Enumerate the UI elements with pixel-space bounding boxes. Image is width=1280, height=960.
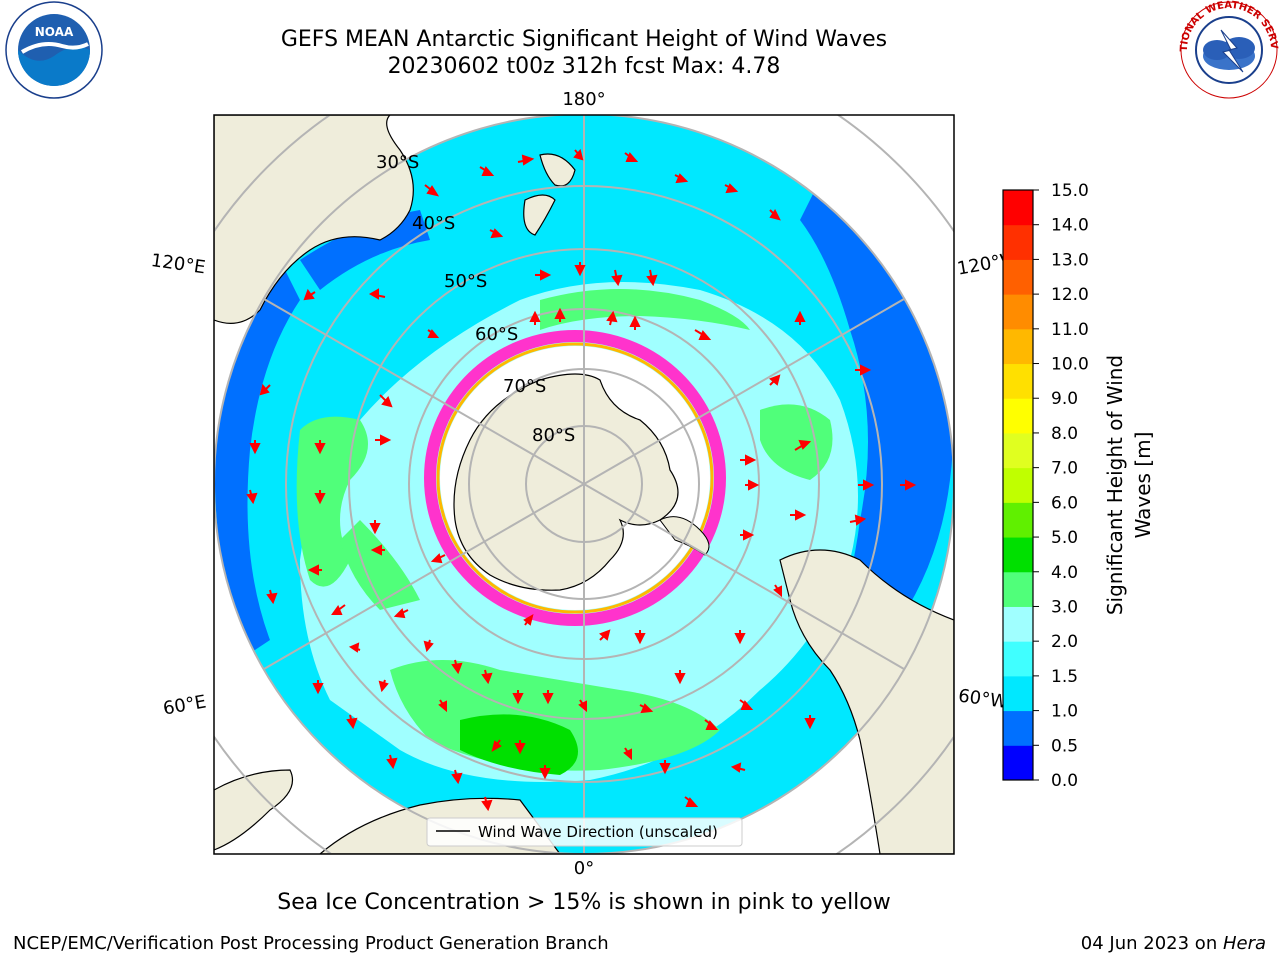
sea-ice-edge-inner <box>436 342 714 614</box>
colorbar-label-line1: Significant Height of Wind <box>1103 355 1127 615</box>
colorbar-segment <box>1003 259 1033 295</box>
colorbar-segment <box>1003 606 1033 642</box>
colorbar-segment <box>1003 571 1033 607</box>
wave-field-high-north <box>540 289 750 330</box>
colorbar-tick-label: 2.0 <box>1051 632 1078 652</box>
land-new-zealand-south <box>523 194 556 236</box>
wave-field-high-sw <box>340 520 420 610</box>
colorbar-segment <box>1003 502 1033 538</box>
colorbar-segment <box>1003 328 1033 365</box>
land-madagascar <box>214 769 294 851</box>
colorbar-tick-label: 3.0 <box>1051 597 1078 617</box>
colorbar-segment <box>1003 537 1033 573</box>
lon-label-120e: 120°E <box>150 250 207 278</box>
colorbar-tick-label: 1.5 <box>1051 667 1078 687</box>
colorbar-label-line2: Waves [m] <box>1131 432 1155 539</box>
lat-label-70s: 70°S <box>503 376 546 397</box>
map-title: GEFS MEAN Antarctic Significant Height o… <box>280 27 888 52</box>
map-frame <box>213 114 955 855</box>
sea-ice-note: Sea Ice Concentration > 15% is shown in … <box>277 890 891 915</box>
map-subtitle: 20230602 t00z 312h fcst Max: 4.78 <box>387 54 781 79</box>
colorbar-segment <box>1003 641 1033 677</box>
lat-label-60s: 60°S <box>475 324 518 345</box>
lat-label-30s: 30°S <box>376 152 419 173</box>
colorbar-tick-label: 6.0 <box>1051 493 1078 513</box>
footer-date-text: 04 Jun 2023 on <box>1080 933 1223 954</box>
sea-ice-edge <box>424 330 726 626</box>
colorbar-tick-label: 14.0 <box>1051 216 1089 236</box>
colorbar-tick-label: 1.0 <box>1051 702 1078 722</box>
lat-label-50s: 50°S <box>444 271 487 292</box>
land-antarctica <box>453 373 679 591</box>
footer-date: 04 Jun 2023 on Hera <box>1081 933 1266 954</box>
lat-label-40s: 40°S <box>412 213 455 234</box>
colorbar-segment <box>1003 294 1033 330</box>
colorbar-segment <box>1003 432 1033 469</box>
colorbar-segment <box>1003 190 1033 226</box>
colorbar-segment <box>1003 710 1033 746</box>
colorbar: 0.0 0.5 1.0 1.5 2.0 3.0 4.0 5.0 6.0 7.0 8.0 9.0 10.0… <box>1002 181 1089 791</box>
lon-label-0: 0° <box>574 858 594 879</box>
colorbar-segment <box>1003 675 1033 712</box>
colorbar-segment <box>1003 224 1033 260</box>
nws-logo: NATIONAL WEATHER SERVICE <box>1177 0 1279 99</box>
colorbar-tick-label: 10.0 <box>1051 355 1089 375</box>
colorbar-tick-label: 8.0 <box>1051 424 1078 444</box>
colorbar-tick-label: 4.0 <box>1051 563 1078 583</box>
colorbar-segment <box>1003 363 1033 399</box>
lon-label-60w: 60°W <box>957 685 1009 713</box>
land-antarctic-peninsula <box>659 516 710 556</box>
legend-label: Wind Wave Direction (unscaled) <box>478 823 718 841</box>
colorbar-frame <box>1002 189 1034 781</box>
land-new-zealand-north <box>539 153 576 187</box>
map-legend: Wind Wave Direction (unscaled) <box>426 817 743 847</box>
wave-direction-arrows <box>246 148 917 812</box>
colorbar-tick-label: 11.0 <box>1051 320 1089 340</box>
land-australia <box>214 115 414 324</box>
wave-field-high-east <box>760 404 833 480</box>
colorbar-tick-label: 15.0 <box>1051 181 1089 201</box>
noaa-logo: NOAA <box>5 1 103 99</box>
colorbar-tick-label: 0.0 <box>1051 771 1078 791</box>
colorbar-tick-label: 0.5 <box>1051 736 1078 756</box>
lon-label-180: 180° <box>562 89 605 110</box>
lat-label-80s: 80°S <box>532 425 575 446</box>
colorbar-segment <box>1003 745 1033 781</box>
colorbar-tick-label: 13.0 <box>1051 250 1089 270</box>
colorbar-segment <box>1003 467 1033 503</box>
colorbar-tick-label: 7.0 <box>1051 459 1078 479</box>
noaa-logo-text: NOAA <box>35 25 74 39</box>
footer-credit: NCEP/EMC/Verification Post Processing Pr… <box>13 933 609 954</box>
colorbar-segment <box>1003 398 1033 434</box>
colorbar-tick-label: 9.0 <box>1051 389 1078 409</box>
colorbar-tick-label: 5.0 <box>1051 528 1078 548</box>
colorbar-tick-label: 12.0 <box>1051 285 1089 305</box>
graticule <box>214 115 954 854</box>
lon-label-60e: 60°E <box>162 691 208 719</box>
footer-system: Hera <box>1222 933 1266 954</box>
wave-field-low-nw <box>300 210 430 290</box>
